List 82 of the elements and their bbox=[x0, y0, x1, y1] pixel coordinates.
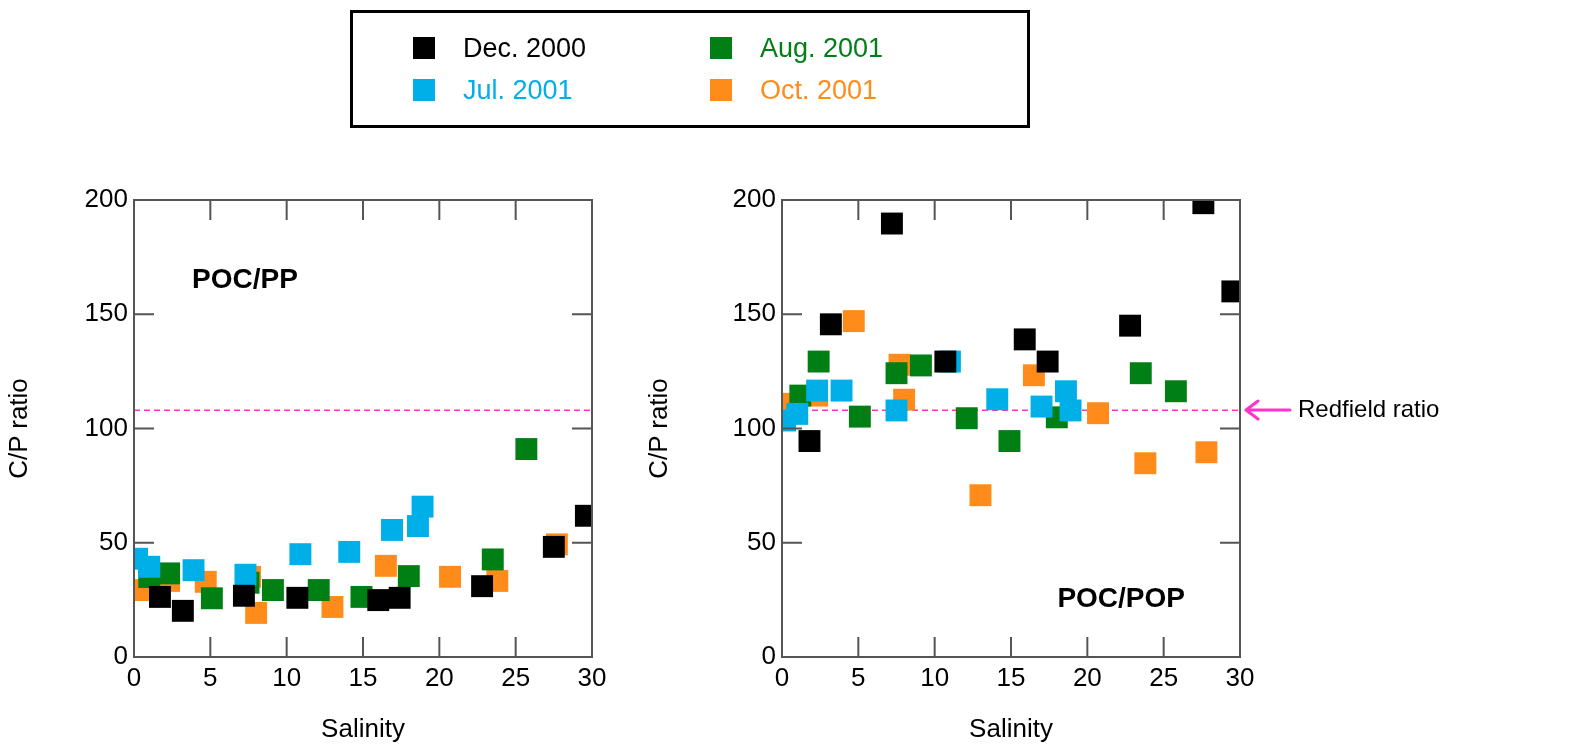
x-tick-label: 10 bbox=[920, 661, 950, 692]
point bbox=[374, 554, 397, 577]
point bbox=[148, 585, 171, 608]
x-tick-label: 20 bbox=[424, 661, 454, 692]
x-axis-title: Salinity bbox=[321, 712, 405, 743]
y-tick-label: 200 bbox=[732, 183, 776, 214]
point bbox=[1036, 350, 1059, 373]
x-tick-label: 25 bbox=[1149, 661, 1179, 692]
legend-label: Dec. 2000 bbox=[463, 32, 587, 64]
point bbox=[397, 565, 420, 588]
y-tick-label: 0 bbox=[761, 640, 776, 671]
x-tick-label: 30 bbox=[1225, 661, 1255, 692]
y-tick-label: 50 bbox=[99, 525, 128, 556]
x-tick-label: 25 bbox=[501, 661, 531, 692]
point bbox=[1164, 380, 1187, 403]
point bbox=[885, 362, 908, 385]
x-tick-label: 15 bbox=[996, 661, 1026, 692]
annotation: POC/PP bbox=[192, 262, 298, 294]
point bbox=[998, 430, 1021, 453]
x-tick-label: 20 bbox=[1072, 661, 1102, 692]
point bbox=[786, 402, 809, 425]
point bbox=[158, 562, 181, 585]
point bbox=[909, 354, 932, 377]
y-tick-label: 50 bbox=[747, 525, 776, 556]
point bbox=[848, 405, 871, 428]
point bbox=[481, 548, 504, 571]
point bbox=[1030, 395, 1053, 418]
point bbox=[1119, 314, 1142, 337]
point bbox=[471, 575, 494, 598]
x-tick-label: 30 bbox=[577, 661, 607, 692]
point bbox=[171, 599, 194, 622]
y-tick-label: 200 bbox=[84, 183, 128, 214]
point bbox=[367, 589, 390, 612]
point bbox=[261, 579, 284, 602]
point bbox=[234, 563, 257, 586]
point bbox=[232, 584, 255, 607]
point bbox=[807, 350, 830, 373]
point bbox=[955, 407, 978, 430]
point bbox=[1059, 399, 1082, 422]
point bbox=[1195, 441, 1218, 464]
annotation: POC/POP bbox=[1057, 581, 1185, 613]
point bbox=[411, 495, 434, 518]
point bbox=[880, 212, 903, 235]
point bbox=[842, 310, 865, 333]
y-tick-label: 100 bbox=[732, 411, 776, 442]
point bbox=[819, 313, 842, 336]
x-axis-title: Salinity bbox=[969, 712, 1053, 743]
point bbox=[286, 586, 309, 609]
point bbox=[200, 587, 223, 610]
point bbox=[182, 559, 205, 582]
point bbox=[885, 399, 908, 422]
y-tick-label: 150 bbox=[84, 297, 128, 328]
ref-line-label: Redfield ratio bbox=[1298, 394, 1440, 422]
point bbox=[798, 430, 821, 453]
legend-label: Oct. 2001 bbox=[759, 74, 878, 106]
x-tick-label: 5 bbox=[851, 661, 866, 692]
point bbox=[830, 379, 853, 402]
x-tick-label: 15 bbox=[348, 661, 378, 692]
point bbox=[986, 388, 1009, 411]
point bbox=[307, 579, 330, 602]
point bbox=[138, 555, 161, 578]
point bbox=[388, 586, 411, 609]
point bbox=[1129, 362, 1152, 385]
y-axis-title: C/P ratio bbox=[2, 378, 33, 479]
y-tick-label: 100 bbox=[84, 411, 128, 442]
point bbox=[969, 484, 992, 507]
point bbox=[289, 543, 312, 566]
y-axis-title: C/P ratio bbox=[642, 378, 673, 479]
point bbox=[515, 438, 538, 461]
point bbox=[1134, 452, 1157, 475]
y-tick-label: 0 bbox=[113, 640, 128, 671]
point bbox=[1087, 402, 1109, 425]
x-tick-label: 5 bbox=[203, 661, 218, 692]
point bbox=[1013, 328, 1036, 351]
y-tick-label: 150 bbox=[732, 297, 776, 328]
legend-label: Aug. 2001 bbox=[759, 32, 884, 64]
point bbox=[439, 565, 461, 588]
point bbox=[381, 518, 403, 541]
point bbox=[806, 379, 829, 402]
x-tick-label: 10 bbox=[272, 661, 302, 692]
point bbox=[338, 540, 361, 563]
legend-label: Jul. 2001 bbox=[463, 74, 573, 106]
